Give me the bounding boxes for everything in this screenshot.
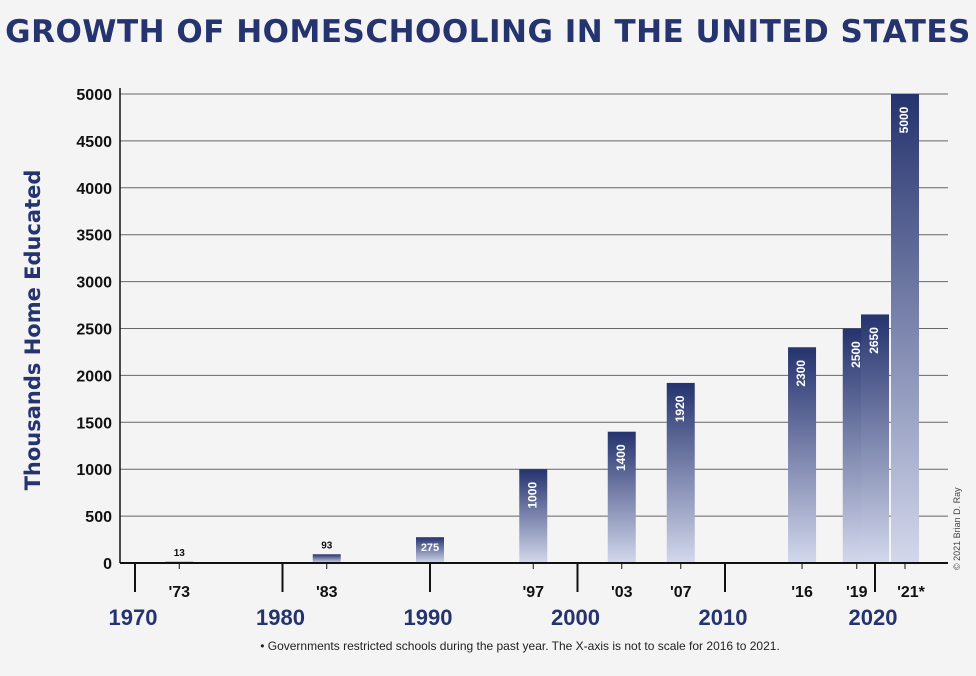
footnote: • Governments restricted schools during …	[260, 639, 780, 653]
decade-label: 1990	[404, 605, 453, 630]
bar	[861, 314, 889, 563]
y-tick-label: 3500	[76, 228, 112, 245]
y-axis-label: Thousands Home Educated	[21, 170, 45, 491]
bar	[666, 382, 695, 563]
bar	[416, 537, 444, 563]
bar-value-label: 2650	[867, 327, 881, 354]
bar-value-label: 1920	[673, 395, 687, 422]
decade-label: 2000	[551, 605, 600, 630]
axes: 0 500 1000 1500 2000 2500 3000 3500 4000 4500 5000…	[76, 87, 948, 630]
y-tick-label: 4000	[76, 181, 112, 198]
y-tick-label: 2500	[76, 322, 112, 339]
year-label: '03	[611, 584, 633, 601]
decade-label: 2020	[849, 605, 898, 630]
year-label: '19	[846, 584, 868, 601]
y-tick-label: 1500	[76, 415, 112, 432]
y-tick-label: 0	[103, 556, 112, 573]
year-label: '07	[670, 584, 692, 601]
copyright-text: © 2021 Brian D. Ray	[952, 487, 962, 570]
year-label: '21*	[897, 584, 926, 601]
bar-value-label: 13	[174, 548, 186, 559]
year-label: '83	[316, 584, 338, 601]
bar-value-label: 93	[321, 540, 333, 551]
bar-value-label: 5000	[897, 106, 911, 133]
y-tick-label: 5000	[76, 87, 112, 104]
y-tick-label: 1000	[76, 462, 112, 479]
year-label: '97	[522, 584, 544, 601]
bar	[312, 554, 341, 563]
bars: 13 93 275 1000 1400 1920 2300 2500 2650 5000	[165, 94, 919, 564]
bar	[519, 469, 548, 563]
bar-value-label: 1000	[525, 482, 539, 509]
chart-title: GROWTH OF HOMESCHOOLING IN THE UNITED ST…	[5, 14, 971, 50]
decade-label: 1970	[109, 605, 158, 630]
decade-label: 2010	[699, 605, 748, 630]
bar-value-label: 1400	[614, 444, 628, 471]
year-label: '73	[168, 584, 190, 601]
decade-label: 1980	[256, 605, 305, 630]
y-tick-label: 2000	[76, 368, 112, 385]
bar	[788, 347, 817, 563]
gridlines	[120, 93, 948, 517]
year-label: '16	[791, 584, 813, 601]
y-tick-label: 500	[85, 509, 112, 526]
bar-value-label: 275	[421, 542, 439, 554]
bar	[607, 431, 636, 563]
y-tick-label: 3000	[76, 275, 112, 292]
bar-value-label: 2300	[794, 360, 808, 387]
bar-value-label: 2500	[849, 341, 863, 368]
bar	[891, 94, 919, 563]
y-tick-label: 4500	[76, 134, 112, 151]
